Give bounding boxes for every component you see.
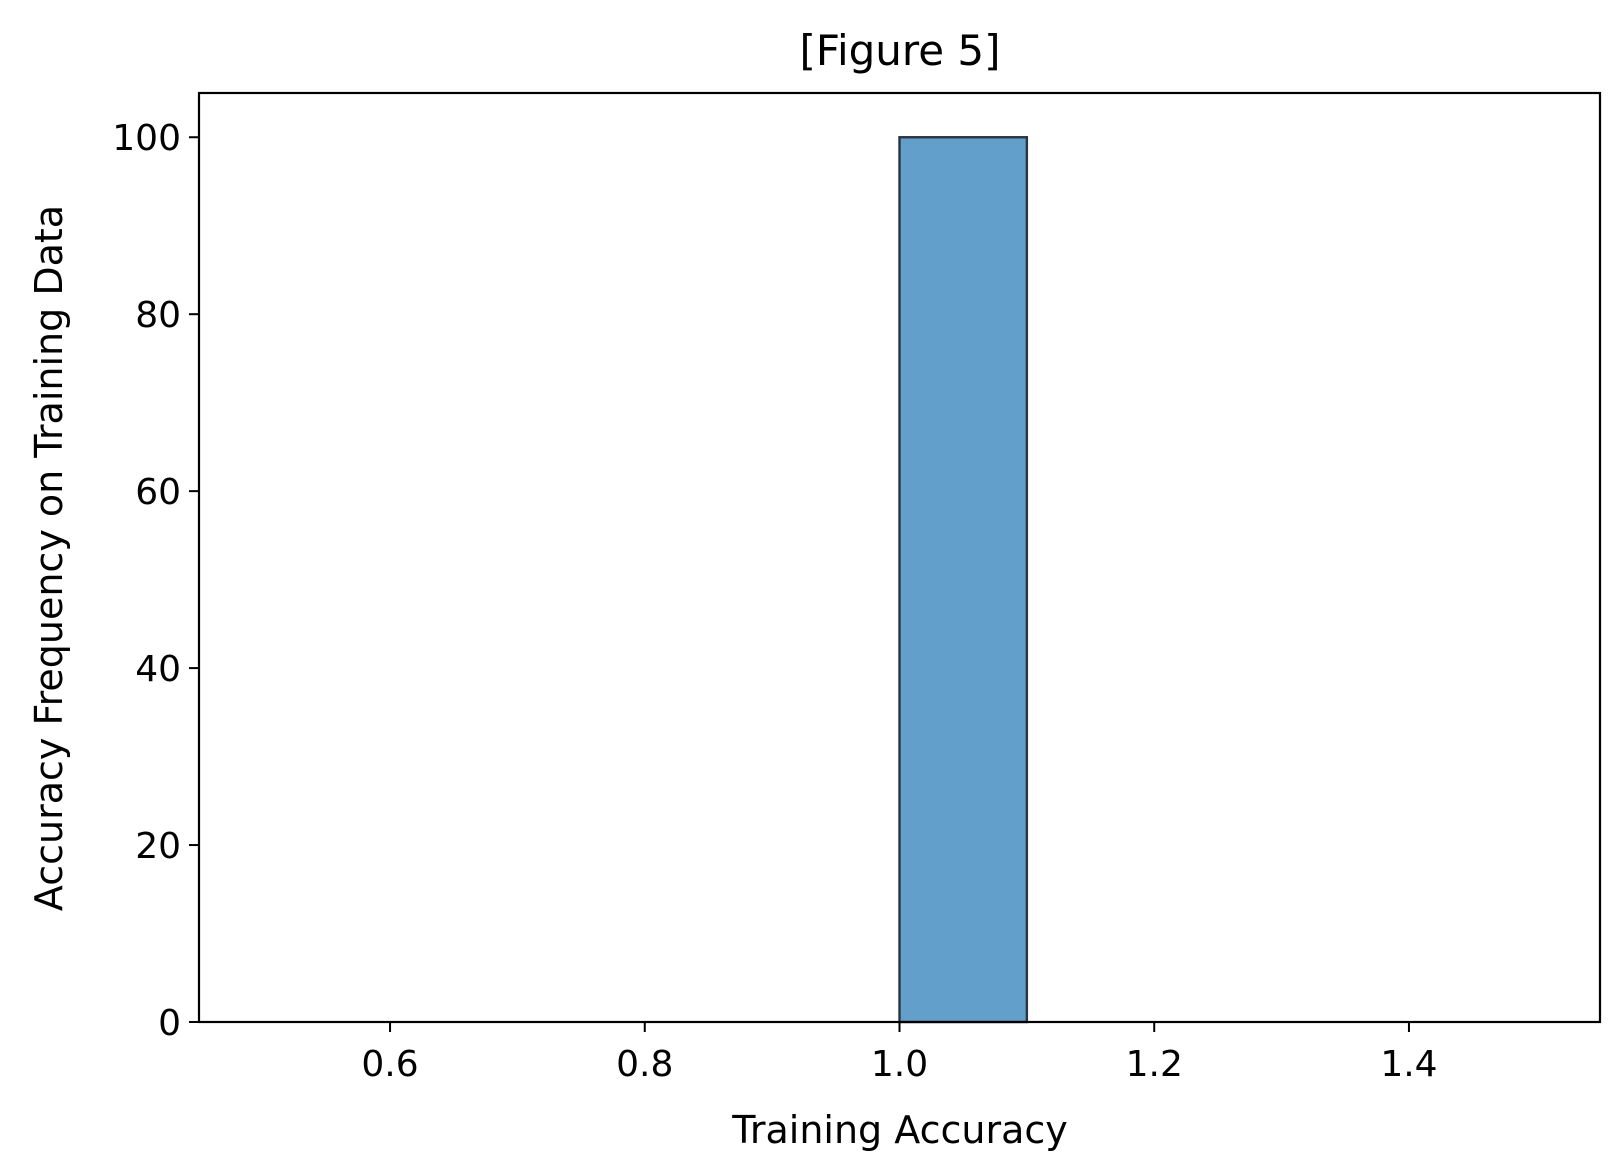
y-tick-label: 60 [135,472,181,513]
y-tick-label: 100 [112,118,181,159]
y-axis-label: Accuracy Frequency on Training Data [27,205,71,911]
bars-layer [898,136,1029,1024]
y-tick-label: 80 [135,295,181,336]
x-tick-label: 1.2 [1126,1044,1183,1085]
x-axis-ticks: 0.6 0.8 1.0 1.2 1.4 [361,1022,1438,1085]
x-axis-label: Training Accuracy [731,1108,1068,1152]
y-axis-ticks: 0 20 40 60 80 100 [112,118,199,1044]
y-tick-label: 40 [135,649,181,690]
y-tick-label: 0 [158,1003,181,1044]
y-tick-label: 20 [135,826,181,867]
x-tick-label: 0.6 [361,1044,418,1085]
x-tick-label: 1.4 [1380,1044,1437,1085]
chart-title: [Figure 5] [799,26,1000,75]
histogram-bar-5 [898,136,1029,1024]
plot-frame [197,91,1602,1024]
x-tick-label: 1.0 [871,1044,928,1085]
x-tick-label: 0.8 [616,1044,673,1085]
